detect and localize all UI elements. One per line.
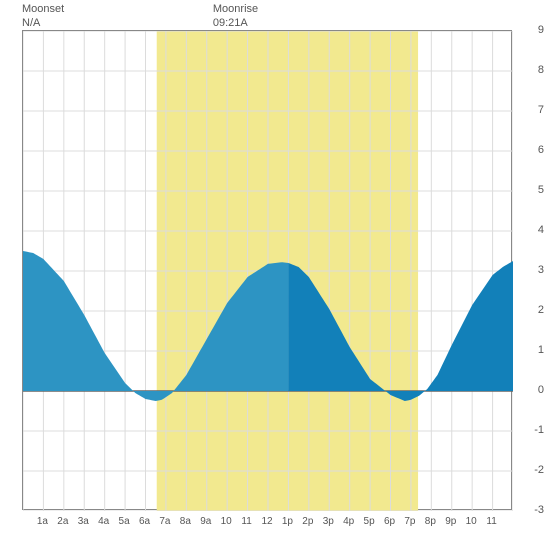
y-tick-label: -1 <box>522 424 544 436</box>
x-tick-label: 6p <box>384 516 395 527</box>
x-tick-label: 4a <box>98 516 109 527</box>
tide-chart: Moonset N/A Moonrise 09:21A -3-2-1012345… <box>0 0 550 550</box>
x-tick-label: 1p <box>282 516 293 527</box>
x-tick-label: 8p <box>425 516 436 527</box>
x-tick-label: 11 <box>486 516 496 527</box>
x-tick-label: 5a <box>119 516 130 527</box>
y-tick-label: 5 <box>522 184 544 196</box>
x-tick-label: 4p <box>343 516 354 527</box>
y-tick-label: 3 <box>522 264 544 276</box>
x-tick-label: 11 <box>241 516 251 527</box>
moonrise-value: 09:21A <box>213 17 248 29</box>
y-tick-label: 2 <box>522 304 544 316</box>
x-tick-label: 9p <box>445 516 456 527</box>
y-tick-label: 6 <box>522 144 544 156</box>
y-tick-label: 4 <box>522 224 544 236</box>
x-tick-label: 3a <box>78 516 89 527</box>
y-tick-label: 8 <box>522 64 544 76</box>
x-tick-label: 6a <box>139 516 150 527</box>
x-tick-label: 10 <box>466 516 477 527</box>
moonset-value: N/A <box>22 17 40 29</box>
moonset-title: Moonset <box>22 3 64 15</box>
x-tick-label: 5p <box>364 516 375 527</box>
x-tick-label: 2a <box>57 516 68 527</box>
x-tick-label: 7p <box>404 516 415 527</box>
moonrise-title: Moonrise <box>213 3 258 15</box>
y-tick-label: 7 <box>522 104 544 116</box>
x-tick-label: 3p <box>323 516 334 527</box>
x-tick-label: 8a <box>180 516 191 527</box>
plot-svg <box>23 31 513 511</box>
moonrise-label: Moonrise 09:21A <box>213 2 258 31</box>
x-tick-label: 2p <box>302 516 313 527</box>
x-tick-label: 12 <box>261 516 272 527</box>
y-tick-label: 9 <box>522 24 544 36</box>
moonset-label: Moonset N/A <box>22 2 64 31</box>
y-tick-label: -2 <box>522 464 544 476</box>
x-tick-label: 7a <box>159 516 170 527</box>
plot-area <box>22 30 512 510</box>
x-tick-label: 1a <box>37 516 48 527</box>
x-tick-label: 10 <box>221 516 232 527</box>
y-tick-label: 1 <box>522 344 544 356</box>
y-tick-label: 0 <box>522 384 544 396</box>
x-tick-label: 9a <box>200 516 211 527</box>
y-tick-label: -3 <box>522 504 544 516</box>
